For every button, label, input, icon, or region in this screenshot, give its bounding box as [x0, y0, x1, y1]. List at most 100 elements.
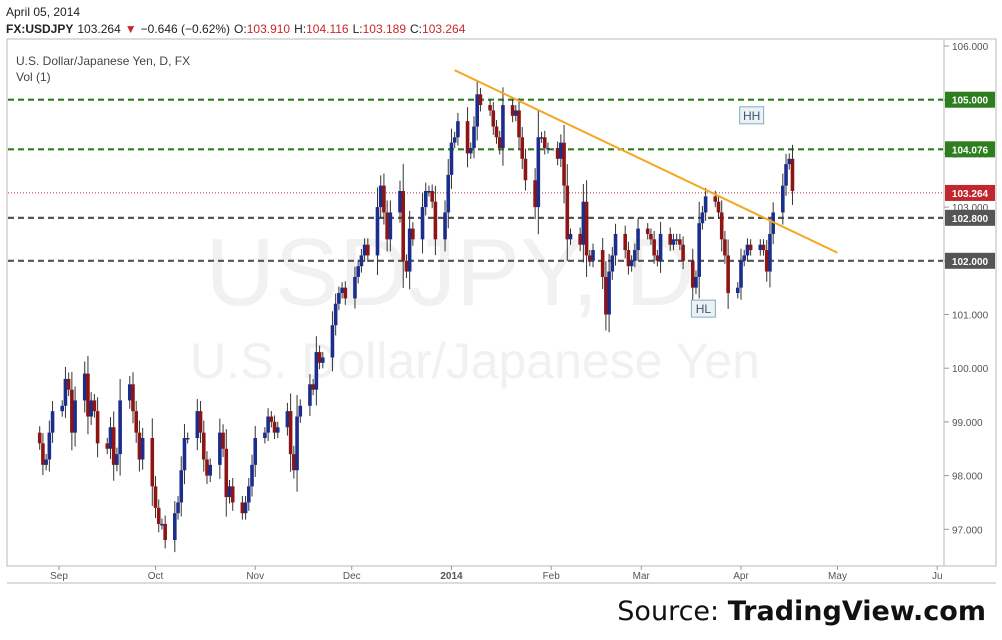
candle-body — [269, 416, 274, 422]
candle-body — [201, 432, 206, 460]
candle-body — [536, 137, 541, 208]
candle-body — [465, 121, 470, 154]
price-tick-label: 100.000 — [952, 364, 989, 375]
candle-body — [240, 502, 245, 514]
candle-body — [742, 255, 747, 261]
candle-body — [784, 164, 788, 186]
candle-body — [127, 384, 132, 401]
candle-body — [182, 438, 187, 471]
candle-body — [385, 212, 389, 240]
candle-body — [60, 405, 65, 412]
candle-body — [73, 400, 77, 433]
candle-body — [263, 432, 267, 439]
candle-body — [491, 110, 496, 127]
candle-body — [488, 105, 492, 111]
candle-body — [218, 432, 222, 465]
last-price-tag — [945, 184, 995, 201]
open-label: O: — [234, 22, 247, 36]
candle-body — [600, 250, 605, 277]
candle-body — [478, 94, 483, 106]
candle-body — [555, 148, 560, 159]
candle-body — [230, 486, 235, 503]
candle-body — [443, 212, 447, 240]
close-label: C: — [410, 22, 423, 36]
change-arrow-icon: ▼ — [124, 22, 137, 36]
candle-body — [690, 260, 695, 288]
candle-body — [423, 190, 428, 208]
candle-body — [337, 293, 341, 304]
time-tick-label: Oct — [148, 571, 164, 582]
candle-body — [745, 244, 750, 256]
candle-body — [446, 174, 451, 213]
candle-body — [703, 196, 708, 213]
candle-body — [494, 126, 499, 138]
candle-body — [292, 454, 296, 471]
source-prefix: Source: — [617, 596, 728, 627]
level-tag — [945, 209, 995, 226]
trendline[interactable] — [454, 69, 838, 254]
symbol-header: April 05, 2014 FX:USDJPY 103.264 ▼ −0.646 (… — [6, 4, 469, 38]
chart-date: April 05, 2014 — [6, 5, 81, 19]
candle-body — [150, 438, 155, 487]
price-chart[interactable]: USDJPY, D U.S. Dollar/Japanese Yen 106.0… — [0, 0, 1002, 590]
time-tick-label: May — [828, 571, 847, 582]
candle-body — [510, 105, 515, 116]
time-tick-label: Nov — [246, 571, 264, 582]
candle-body — [407, 228, 412, 272]
candle-body — [719, 212, 724, 240]
candle-body — [89, 400, 93, 417]
candle-body — [449, 142, 454, 175]
candle-body — [411, 228, 415, 240]
candle-body — [134, 411, 139, 433]
candle-body — [517, 110, 521, 138]
source-credit: Source: TradingView.com — [617, 596, 986, 627]
candle-body — [501, 105, 505, 149]
candle-body — [533, 180, 537, 208]
candle-body — [568, 233, 573, 240]
annotation-label: HL — [696, 302, 712, 316]
watermark-name: U.S. Dollar/Japanese Yen — [190, 333, 760, 389]
candle-body — [247, 486, 251, 503]
candle-body — [584, 201, 589, 256]
annotation-box[interactable] — [739, 106, 765, 125]
candle-body — [224, 448, 229, 498]
candle-body — [655, 255, 660, 261]
candle-body — [314, 352, 319, 390]
annotation-box[interactable] — [690, 299, 716, 318]
candle-body — [382, 185, 386, 213]
symbol-name[interactable]: FX:USDJPY — [6, 22, 74, 36]
open-value: 103.910 — [246, 22, 291, 36]
trendline-group — [454, 69, 838, 254]
candle-body — [208, 464, 212, 476]
last-price: 103.264 — [77, 22, 121, 36]
candle-body — [726, 255, 730, 294]
candle-body — [111, 427, 116, 465]
candle-body — [716, 201, 721, 213]
candle-body — [153, 486, 158, 508]
candle-body — [452, 137, 457, 143]
watermark-symbol: USDJPY, D — [205, 219, 694, 326]
level-tag-label: 104.076 — [952, 145, 989, 156]
time-tick-label: Mar — [633, 571, 651, 582]
candle-body — [92, 400, 97, 412]
price-tick-label: 101.000 — [952, 311, 989, 322]
candle-body — [629, 260, 634, 267]
candle-body — [359, 255, 364, 267]
candle-body — [47, 432, 52, 460]
candle-body — [626, 250, 631, 267]
candle-body — [623, 233, 627, 251]
candle-body — [472, 126, 476, 149]
candle-body — [356, 266, 360, 277]
price-axis-frame — [943, 38, 997, 567]
level-tag — [945, 91, 995, 108]
candle-body — [562, 142, 566, 186]
candle-body — [671, 239, 676, 245]
candle-body — [649, 233, 653, 240]
candle-body — [266, 416, 270, 433]
candle-body — [185, 438, 190, 440]
candle-body — [243, 502, 248, 514]
candle-body — [497, 137, 502, 149]
candle-body — [658, 233, 663, 261]
candle-body — [82, 373, 87, 401]
candle-body — [95, 411, 100, 444]
